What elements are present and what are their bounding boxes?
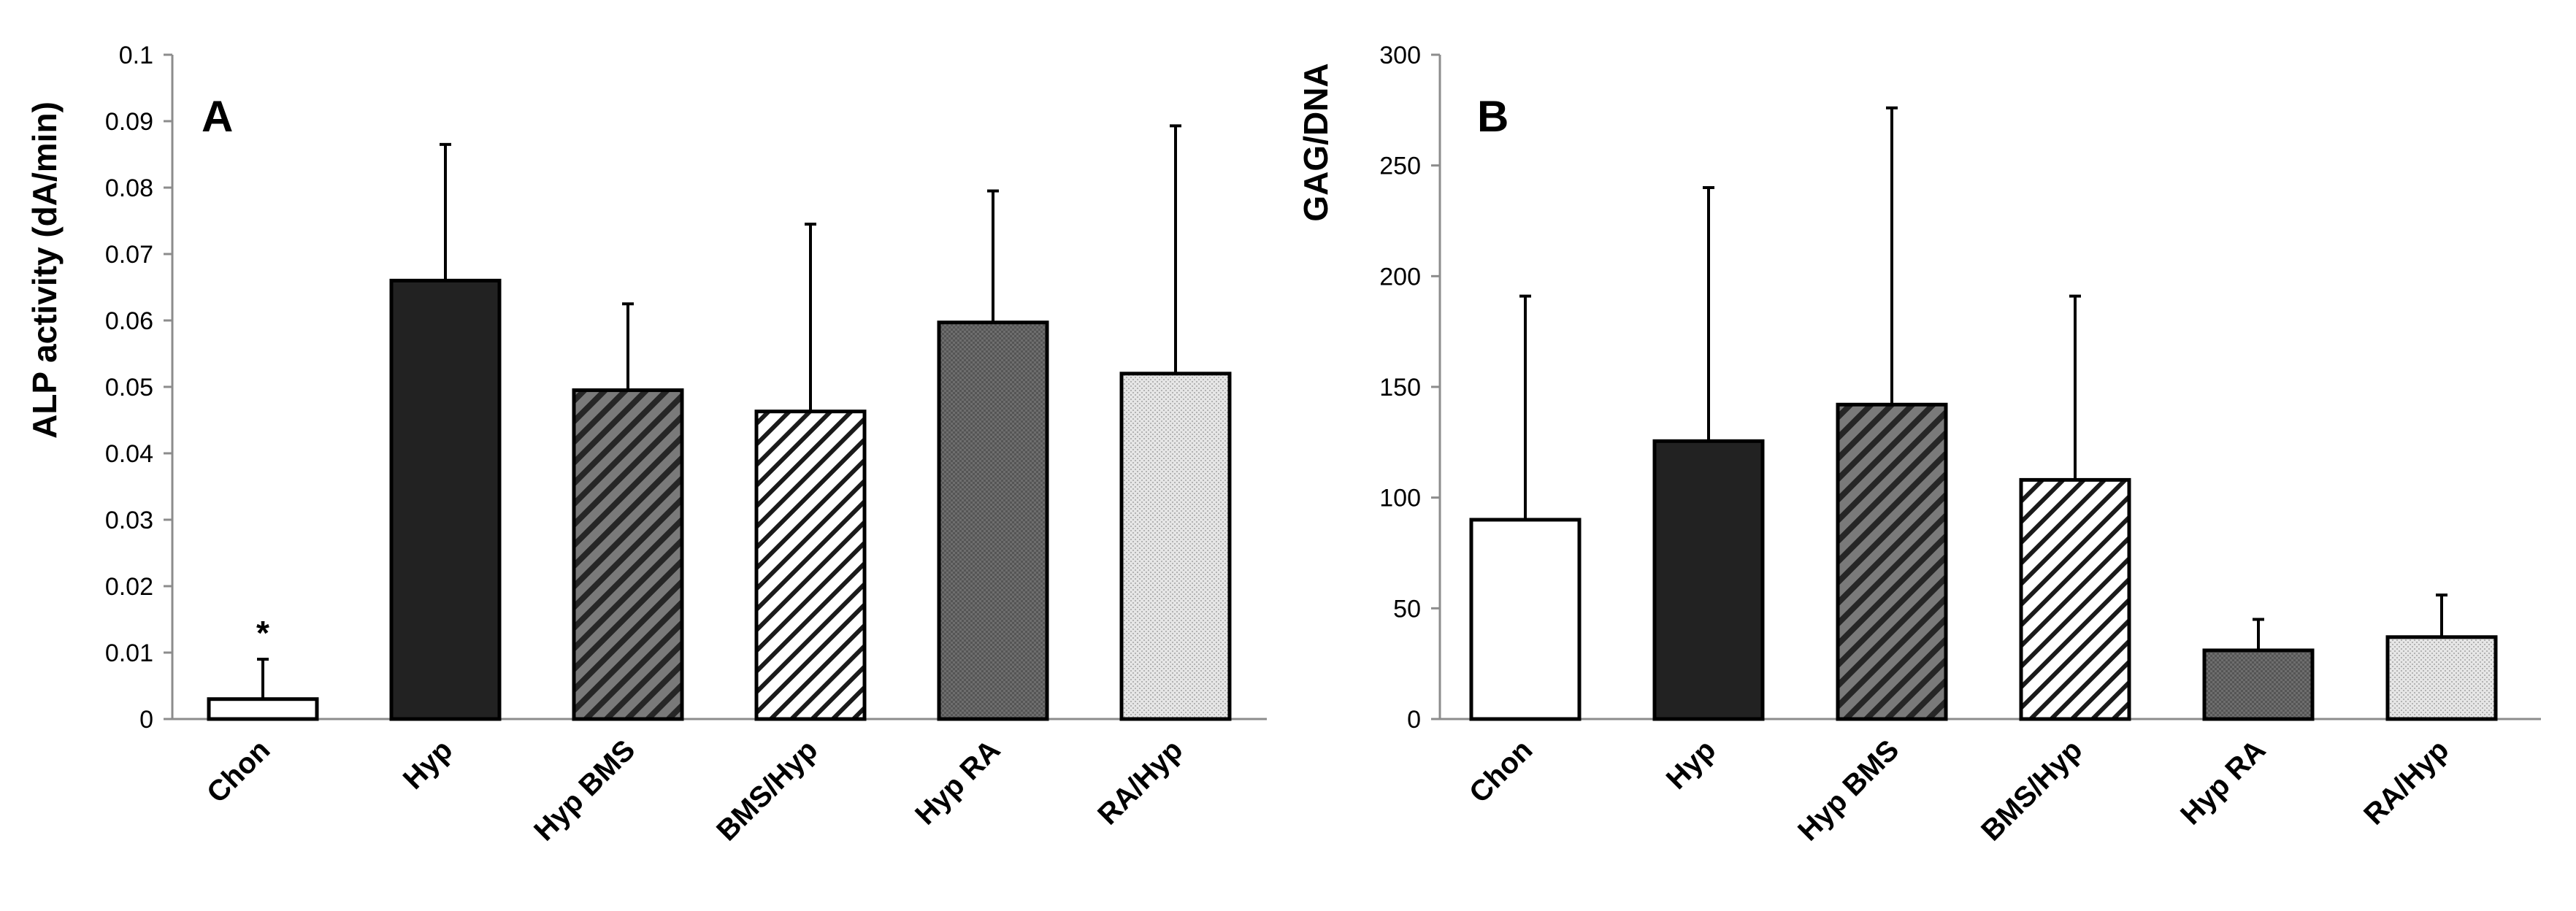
bar-hyp-a bbox=[389, 278, 502, 721]
x-category-label-bms-hyp-b: BMS/Hyp bbox=[1975, 734, 2088, 847]
y-ticks-a: 0 0.01 0.02 0.03 0.04 0.05 0.06 0.07 0.08 0.09 0.1 bbox=[105, 42, 172, 734]
bar-bms-hyp-a bbox=[754, 410, 867, 721]
y-axis-label-a: ALP activity (dA/min) bbox=[26, 101, 64, 439]
bars-a: * bbox=[207, 124, 1232, 721]
chart-panel-b: B GAG/DNA 0 50 100 150 200 250 300 Chon Hyp Hyp … bbox=[1297, 42, 2541, 847]
panel-label-b: B bbox=[1477, 92, 1509, 141]
y-tick-label-a: 0.01 bbox=[105, 639, 153, 667]
bar-hyp-bms-b bbox=[1836, 402, 1948, 721]
panel-label-a: A bbox=[202, 92, 233, 141]
x-category-label-hyp-ra-b: Hyp RA bbox=[2174, 734, 2272, 831]
significance-marker-a: * bbox=[256, 614, 269, 652]
y-tick-label-a: 0.02 bbox=[105, 573, 153, 601]
bars-b bbox=[1469, 106, 2498, 721]
bar-hyp-ra-a bbox=[937, 320, 1049, 721]
x-category-label-ra-hyp-a: RA/Hyp bbox=[1092, 734, 1189, 831]
bar-bms-hyp-b bbox=[2019, 477, 2131, 721]
x-category-label-hyp-bms-b: Hyp BMS bbox=[1792, 734, 1905, 847]
bar-chon-b bbox=[1469, 518, 1582, 721]
bar-ra-hyp-b bbox=[2385, 635, 2498, 721]
x-category-label-ra-hyp-b: RA/Hyp bbox=[2358, 734, 2455, 831]
y-tick-label-b: 300 bbox=[1379, 42, 1421, 69]
y-tick-label-a: 0.08 bbox=[105, 174, 153, 202]
y-tick-label-a: 0 bbox=[139, 706, 153, 734]
x-category-label-hyp-b: Hyp bbox=[1660, 734, 1722, 796]
y-tick-label-a: 0.07 bbox=[105, 241, 153, 269]
y-tick-label-a: 0.03 bbox=[105, 507, 153, 534]
y-tick-label-a: 0.04 bbox=[105, 440, 153, 468]
y-tick-label-a: 0.05 bbox=[105, 374, 153, 401]
bar-hyp-b bbox=[1652, 439, 1765, 721]
y-tick-label-b: 200 bbox=[1379, 263, 1421, 291]
bar-hyp-ra-b bbox=[2202, 648, 2315, 721]
x-category-label-hyp-ra-a: Hyp RA bbox=[909, 734, 1006, 831]
chart-panel-a: A ALP activity (dA/min) * 00.010.020.030… bbox=[26, 42, 1267, 847]
y-tick-label-b: 100 bbox=[1379, 485, 1421, 512]
bar-hyp-bms-a bbox=[572, 388, 684, 721]
y-tick-label-b: 150 bbox=[1379, 374, 1421, 401]
y-tick-label-a: 0.09 bbox=[105, 108, 153, 136]
x-categories-b: Chon Hyp Hyp BMS BMS/Hyp Hyp RA RA/Hyp bbox=[1463, 734, 2455, 847]
x-category-label-chon-b: Chon bbox=[1463, 734, 1538, 809]
x-category-label-hyp-a: Hyp bbox=[397, 734, 459, 796]
y-ticks-b: 0 50 100 150 200 250 300 bbox=[1379, 42, 1440, 734]
bar-chon-a bbox=[207, 697, 319, 721]
y-tick-label-b: 0 bbox=[1407, 706, 1421, 734]
y-tick-label-b: 250 bbox=[1379, 153, 1421, 180]
x-category-label-chon-a: Chon bbox=[201, 734, 276, 809]
x-categories-a: Chon Hyp Hyp BMS BMS/Hyp Hyp RA RA/Hyp bbox=[201, 734, 1189, 847]
y-tick-label-a: 0.1 bbox=[119, 42, 153, 69]
y-tick-label-b: 50 bbox=[1393, 595, 1421, 623]
x-category-label-bms-hyp-a: BMS/Hyp bbox=[710, 734, 824, 847]
y-axis-label-b: GAG/DNA bbox=[1297, 63, 1335, 221]
y-tick-label-a: 0.06 bbox=[105, 307, 153, 335]
x-category-label-hyp-bms-a: Hyp BMS bbox=[528, 734, 641, 847]
bar-ra-hyp-a bbox=[1119, 372, 1232, 721]
